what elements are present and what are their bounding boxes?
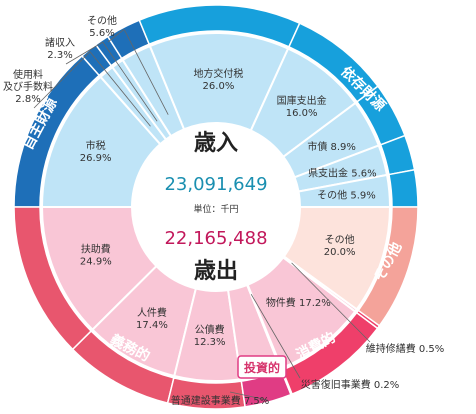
expense-label-kosai-line-0: 公債費	[195, 323, 225, 336]
expense-leader-saigai	[250, 293, 301, 379]
revenue-leader-out-sho	[65, 41, 104, 65]
expense-outer-fujo	[13, 206, 93, 351]
revenue-leader-sho	[102, 41, 158, 122]
expense-label-fujo: 扶助費 24.9%	[80, 243, 112, 268]
revenue-label-sho-line-1: 2.3%	[47, 50, 72, 61]
revenue-label-sonota1-line-1: 5.6%	[89, 28, 114, 39]
outer-ring	[13, 4, 419, 410]
ring-label-investment-tag: 投資的	[237, 355, 287, 379]
expense-label-fujo-line-0: 扶助費	[81, 243, 111, 256]
revenue-label-kofu: 地方交付税 26.0%	[193, 67, 243, 92]
revenue-label-kofu-line-0: 地方交付税	[193, 67, 243, 80]
expense-slice-jinken	[91, 264, 198, 378]
revenue-label-sho-line-0: 諸収入	[45, 36, 75, 49]
expense-label-futsu: 普通建設事業費 7.5%	[171, 394, 270, 407]
expense-slice-fujo	[40, 206, 158, 332]
expense-leader-iji	[291, 262, 371, 343]
revenue-label-shiyo-line-1: 及び手数料	[3, 80, 53, 93]
revenue-leader-sonota1	[123, 29, 169, 115]
expense-label-kosai-line-1: 12.3%	[194, 337, 226, 348]
revenue-label-sonota2-line-0: その他 5.9%	[317, 188, 376, 201]
expense-slice-sonota3	[282, 206, 392, 311]
revenue-label-kokko: 国庫支出金 16.0%	[277, 94, 327, 119]
expense-label-fujo-line-1: 24.9%	[80, 257, 112, 268]
revenue-label-sho: 諸収入 2.3%	[45, 36, 75, 61]
expense-label-saigai: 災害復旧事業費 0.2%	[301, 378, 400, 391]
revenue-label-shisai: 市債 8.9%	[307, 140, 356, 153]
expense-outer-bukken	[281, 311, 379, 396]
unit-label: 単位：千円	[193, 203, 238, 215]
leader-lines	[33, 29, 371, 401]
revenue-leader-out-sonota1	[107, 29, 125, 43]
revenue-label-shiyo-line-0: 使用料	[13, 68, 43, 81]
expense-label-sonota3-line-0: その他	[325, 233, 355, 246]
expense-label-jinken-line-0: 人件費	[137, 306, 167, 319]
expense-outer-sonota3	[357, 206, 419, 327]
revenue-label-sonota1: その他 5.6%	[87, 14, 117, 39]
revenue-label-shiyo-line-2: 2.8%	[15, 94, 40, 105]
revenue-label-kokko-line-0: 国庫支出金	[277, 94, 327, 107]
revenue-label-zei: 市税 26.9%	[80, 139, 112, 164]
revenue-label-sonota1-line-0: その他	[87, 14, 117, 27]
expense-label-futsu-line-0: 普通建設事業費 7.5%	[171, 394, 270, 407]
expense-label-sonota3-line-1: 20.0%	[324, 247, 356, 258]
expense-label-kosai: 公債費 12.3%	[194, 323, 226, 348]
expense-slice-kosai	[173, 287, 243, 382]
expense-label-iji: 維持修繕費 0.5%	[366, 342, 445, 355]
revenue-label-sonota2: その他 5.9%	[317, 188, 376, 201]
expense-outer-jinken	[71, 329, 175, 405]
expense-label-jinken-line-1: 17.4%	[136, 320, 168, 331]
revenue-label-kokko-line-1: 16.0%	[286, 108, 318, 119]
revenue-leader-shiyo	[89, 51, 151, 127]
expense-label-bukken: 物件費 17.2%	[266, 296, 331, 309]
revenue-label-shisai-line-0: 市債 8.9%	[307, 140, 356, 153]
expense-outer-kosai	[166, 376, 246, 410]
revenue-outer-sonota2	[388, 168, 419, 208]
revenue-total: 23,091,649	[164, 174, 267, 195]
expense-label-jinken: 人件費 17.4%	[136, 306, 168, 331]
revenue-label-ken-line-0: 県支出金 5.6%	[308, 166, 377, 179]
expense-label-sonota3: その他 20.0%	[324, 233, 356, 258]
ring-label-investment: 投資的	[244, 360, 280, 375]
expense-label-iji-line-0: 維持修繕費 0.5%	[366, 342, 445, 355]
expense-total: 22,165,488	[164, 228, 267, 249]
revenue-title: 歳入	[194, 131, 238, 156]
expense-label-bukken-line-0: 物件費 17.2%	[266, 296, 331, 309]
slice-labels: 市税 26.9% 地方交付税 26.0% 国庫支出金 16.0% 市債 8.9% 県支出金 5…	[3, 14, 444, 407]
revenue-label-kofu-line-1: 26.0%	[203, 81, 235, 92]
revenue-leader-out-shiyo	[33, 51, 91, 109]
expense-leader-futsu	[229, 391, 268, 401]
revenue-label-shiyo: 使用料及び手数料 2.8%	[3, 68, 53, 105]
revenue-label-ken: 県支出金 5.6%	[308, 166, 377, 179]
revenue-label-zei-line-0: 市税	[86, 139, 106, 152]
expense-title: 歳出	[194, 259, 238, 284]
investment-tag-bg	[237, 355, 287, 379]
expense-label-saigai-line-0: 災害復旧事業費 0.2%	[301, 378, 400, 391]
inner-ring	[40, 32, 392, 382]
revenue-label-zei-line-1: 26.9%	[80, 153, 112, 164]
